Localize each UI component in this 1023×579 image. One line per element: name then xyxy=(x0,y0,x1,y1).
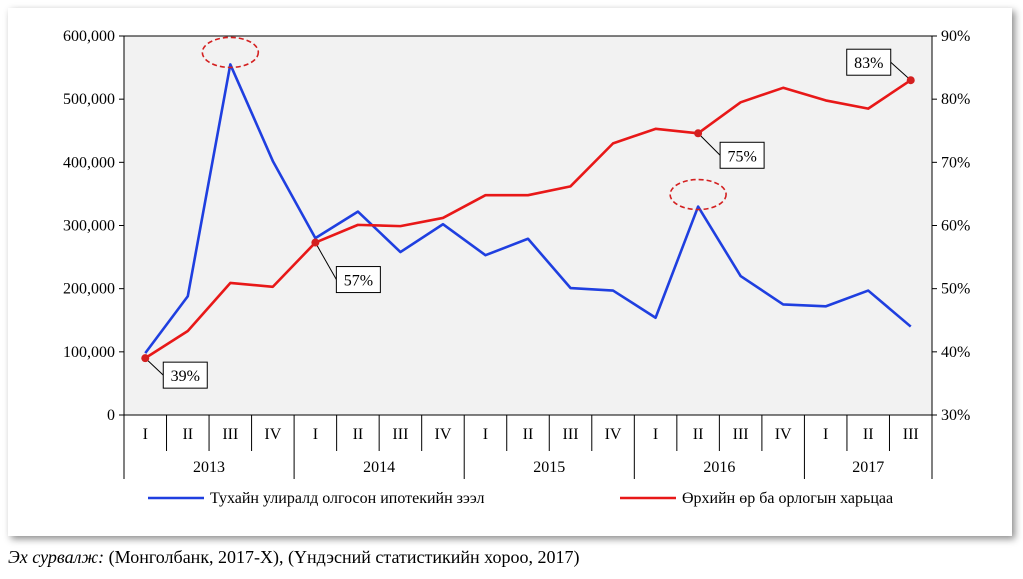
callout-box xyxy=(846,48,892,76)
source-label: Эх сурвалж: xyxy=(8,547,105,567)
x-quarter-label: IV xyxy=(605,426,622,443)
callout-label: 39% xyxy=(171,368,200,385)
callout-box xyxy=(162,361,208,389)
y-right-tick-label: 70% xyxy=(941,154,970,171)
y-right-tick-label: 60% xyxy=(941,218,970,235)
x-quarter-label: II xyxy=(353,426,364,443)
x-quarter-label: III xyxy=(733,426,749,443)
x-quarter-label: IV xyxy=(435,426,452,443)
callout-leader xyxy=(144,357,164,376)
highlight-ellipse xyxy=(669,178,727,211)
callout-marker xyxy=(311,238,320,247)
x-quarter-label: III xyxy=(903,426,919,443)
callout-leader xyxy=(890,61,912,81)
y-left-tick-label: 100,000 xyxy=(63,344,115,361)
y-left-tick-label: 500,000 xyxy=(63,91,115,108)
source-line: Эх сурвалж: (Монголбанк, 2017-X), (Үндэс… xyxy=(8,547,579,568)
callout-leader xyxy=(314,242,337,280)
x-quarter-label: III xyxy=(392,426,408,443)
x-quarter-label: II xyxy=(182,426,193,443)
x-year-label: 2015 xyxy=(533,459,565,476)
source-text: (Монголбанк, 2017-X), (Үндэсний статисти… xyxy=(104,547,580,567)
y-right-tick-label: 40% xyxy=(941,344,970,361)
x-year-label: 2013 xyxy=(193,459,225,476)
x-year-label: 2017 xyxy=(852,459,884,476)
y-left-tick-label: 300,000 xyxy=(63,218,115,235)
x-quarter-label: IV xyxy=(775,426,792,443)
x-quarter-label: I xyxy=(483,426,488,443)
series-line-1 xyxy=(144,63,912,354)
x-quarter-label: IV xyxy=(264,426,281,443)
y-right-tick-label: 50% xyxy=(941,281,970,298)
x-year-label: 2016 xyxy=(703,459,735,476)
callout-box xyxy=(719,141,765,169)
highlight-ellipse xyxy=(201,36,260,69)
callout-marker xyxy=(141,354,150,363)
legend-label-1: Тухайн улиралд олгосон ипотекийн зээл xyxy=(210,490,484,507)
x-quarter-label: III xyxy=(222,426,238,443)
y-right-tick-label: 30% xyxy=(941,407,970,424)
y-left-tick-label: 600,000 xyxy=(63,28,115,45)
x-quarter-label: II xyxy=(523,426,534,443)
y-left-tick-label: 400,000 xyxy=(63,154,115,171)
callout-leader xyxy=(697,132,721,156)
legend-label-2: Өрхийн өр ба орлогын харьцаа xyxy=(682,490,893,507)
x-quarter-label: II xyxy=(863,426,874,443)
chart-svg: 0 100,000 200,000 300,000 400,000 500,000 600,… xyxy=(63,28,970,507)
y-right-tick-label: 90% xyxy=(941,28,970,45)
x-year-label: 2014 xyxy=(363,459,395,476)
y-left-tick-label: 0 xyxy=(107,407,115,424)
callout-label: 75% xyxy=(727,148,756,165)
y-right-tick-label: 80% xyxy=(941,91,970,108)
x-quarter-label: I xyxy=(143,426,148,443)
plot-area xyxy=(123,35,933,416)
x-quarter-label: I xyxy=(823,426,828,443)
chart-frame: 0 100,000 200,000 300,000 400,000 500,000 600,… xyxy=(8,8,1012,536)
x-quarter-label: II xyxy=(693,426,704,443)
x-quarter-label: I xyxy=(653,426,658,443)
y-left-tick-label: 200,000 xyxy=(63,281,115,298)
callout-label: 57% xyxy=(344,273,373,290)
callout-label: 83% xyxy=(854,55,883,72)
series-line-2 xyxy=(144,79,912,360)
x-quarter-label: I xyxy=(313,426,318,443)
callout-box xyxy=(335,266,381,294)
callout-marker xyxy=(906,76,915,85)
x-quarter-label: III xyxy=(563,426,579,443)
callout-marker xyxy=(694,129,703,138)
